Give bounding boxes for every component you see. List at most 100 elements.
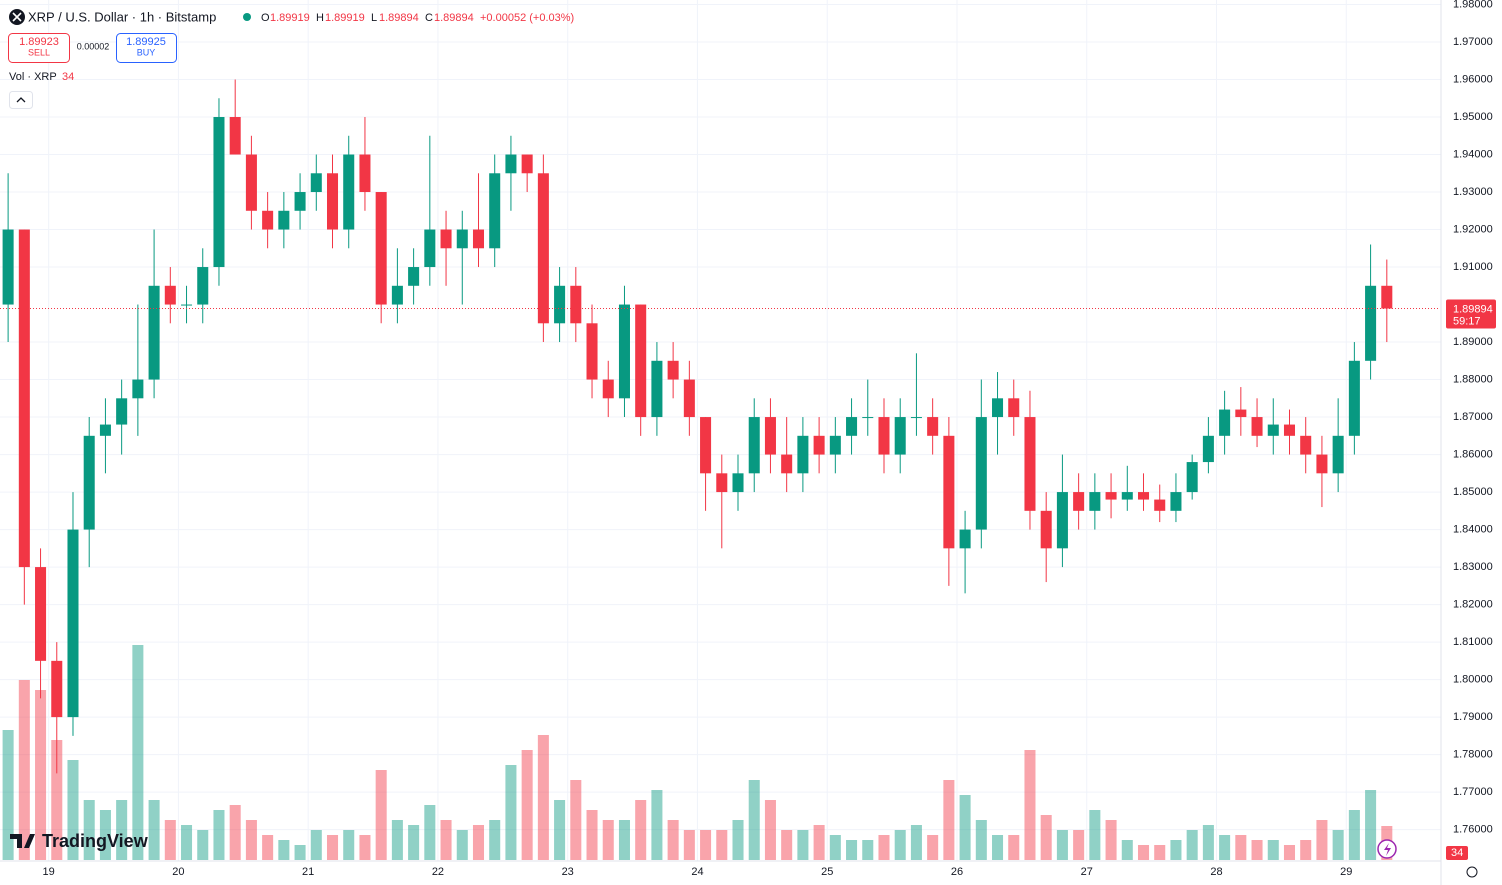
volume-bar [375,770,387,860]
candle-body [83,435,95,530]
candle-body [245,154,257,211]
candle-body [213,117,225,268]
candle-body [1251,417,1263,436]
sell-label: SELL [28,47,50,57]
volume-bar [570,780,582,860]
volume-bar [797,830,809,860]
sell-button[interactable] [8,33,70,63]
candle-body [797,435,809,474]
volume-bar [294,845,306,860]
y-tick-label: 1.92000 [1453,223,1493,235]
x-tick-label: 29 [1340,866,1352,878]
settings-button[interactable] [1466,866,1478,878]
candle-body [51,660,63,718]
candle-body [408,267,420,286]
y-tick-label: 1.84000 [1453,523,1493,535]
volume-legend: Vol · XRP [9,71,57,83]
price-pane [0,79,1440,774]
candle-body [959,529,971,549]
volume-bar [959,795,971,860]
y-tick-label: 1.81000 [1453,636,1493,648]
axes: 1.76000 1.77000 1.78000 1.79000 1.80000 1.810… [43,0,1496,878]
volume-bar [716,830,728,860]
candle-body [391,285,403,305]
volume-bar [99,810,111,860]
candle-body [343,154,355,230]
candle-body [651,360,663,418]
volume-bar [537,735,549,860]
volume-bar [505,765,517,860]
x-tick-label: 27 [1081,866,1093,878]
candle-body [229,117,241,155]
buy-price: 1.89925 [126,36,166,48]
volume-bar [700,830,712,860]
volume-bar [764,800,776,860]
volume-bar [440,820,452,860]
volume-bar [51,740,63,860]
y-tick-label: 1.95000 [1453,111,1493,123]
volume-bar [310,830,322,860]
volume-bar [1186,830,1198,860]
volume-bar [667,820,679,860]
candle-body [537,173,549,324]
volume-bar [148,800,160,860]
volume-bar [1056,830,1068,860]
y-tick-label: 1.98000 [1453,0,1493,10]
candle-body [1332,435,1344,474]
candle-body [440,229,452,249]
volume-bar [18,680,30,860]
ohlc-value: 1.89919 [325,12,365,24]
candle-body [992,398,1004,418]
volume-bar [2,730,14,860]
y-tick-label: 1.93000 [1453,186,1493,198]
volume-bar [213,810,225,860]
collapse-button[interactable] [9,91,33,109]
spread: 0.00002 [77,41,110,51]
candle-body [846,417,858,436]
buy-button[interactable] [116,33,177,63]
volume-bar [278,840,290,860]
candle-body [667,360,679,380]
candle-body [1219,409,1231,436]
collapse-icon [16,97,26,103]
volume-bar [1105,820,1117,860]
ohlc-value: 1.89894 [434,12,474,24]
volume-bar [1040,815,1052,860]
candle-body [781,454,793,474]
market-status[interactable] [243,13,251,21]
volume-label: 34 [1451,847,1463,859]
candle-body [2,229,14,305]
ohlc-label: O [261,12,270,24]
symbol-title[interactable]: XRP / U.S. Dollar · 1h · Bitstamp [28,9,216,24]
candle-body [554,285,566,324]
volume-bar [197,830,209,860]
volume-bar [1024,750,1036,860]
last-price-label: 1.89894 [1453,303,1493,315]
volume-bar [846,840,858,860]
volume-bar [602,820,614,860]
volume-bar [862,840,874,860]
volume-bar [586,810,598,860]
y-tick-label: 1.77000 [1453,786,1493,798]
lightning-icon [1384,843,1391,856]
candle-body [18,229,30,568]
candle-body [1137,492,1150,500]
candle-body [1283,424,1296,436]
x-tick-label: 23 [562,866,574,878]
y-tick-label: 1.96000 [1453,73,1493,85]
volume-bar [262,835,274,860]
candle-body [132,379,144,399]
y-tick-label: 1.78000 [1453,749,1493,761]
volume-bar [992,835,1004,860]
candle-body [456,229,468,249]
volume-label-box [1446,846,1468,860]
y-tick-label: 1.91000 [1453,261,1493,273]
y-tick-label: 1.76000 [1453,824,1493,836]
volume-bar [732,820,744,860]
candle-body [635,304,647,418]
volume-bar [456,830,468,860]
watermark: TradingView [42,831,149,851]
candle-body [829,435,841,455]
volume-bar [1008,835,1020,860]
